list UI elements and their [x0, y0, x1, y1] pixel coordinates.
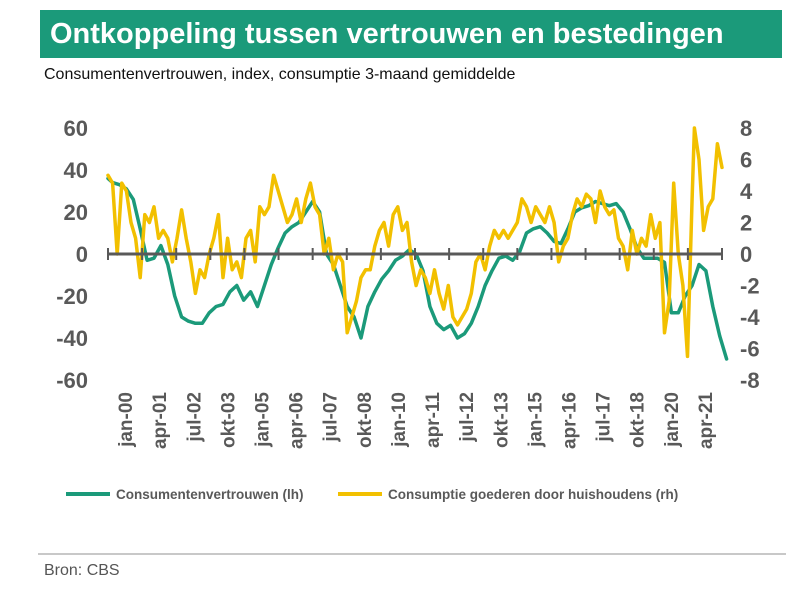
x-tick-label: okt-08 — [355, 392, 376, 448]
footer-divider — [38, 553, 786, 555]
x-tick-label: jul-12 — [457, 392, 478, 443]
x-tick-label: apr-01 — [150, 392, 171, 449]
y-tick-label-right: 2 — [740, 211, 752, 236]
x-tick-label: apr-21 — [696, 392, 717, 449]
x-tick-label: okt-13 — [491, 392, 512, 448]
y-tick-label-right: -4 — [740, 305, 760, 330]
legend-label-2: Consumptie goederen door huishoudens (rh… — [388, 487, 678, 502]
page-subtitle: Consumentenvertrouwen, index, consumptie… — [44, 66, 516, 83]
title-banner: Ontkoppeling tussen vertrouwen en bested… — [40, 10, 782, 58]
x-tick-label: apr-16 — [560, 392, 581, 449]
y-tick-label-left: 20 — [64, 200, 88, 225]
y-tick-label-right: 4 — [740, 179, 753, 204]
y-tick-label-right: 6 — [740, 148, 752, 173]
y-tick-label-left: -60 — [56, 368, 88, 393]
source-note: Bron: CBS — [44, 562, 120, 579]
x-tick-label: jul-02 — [184, 392, 205, 443]
x-tick-label: jan-20 — [662, 392, 683, 448]
legend-label-1: Consumentenvertrouwen (lh) — [116, 487, 304, 502]
y-tick-label-right: -8 — [740, 368, 760, 393]
y-tick-label-left: -20 — [56, 284, 88, 309]
x-tick-label: jul-07 — [321, 392, 342, 443]
y-tick-label-left: 40 — [64, 158, 88, 183]
x-tick-label: okt-03 — [218, 392, 239, 448]
x-tick-label: apr-06 — [287, 392, 308, 449]
y-tick-label-right: -6 — [740, 337, 760, 362]
x-tick-label: jan-00 — [116, 392, 137, 448]
y-tick-label-left: -40 — [56, 326, 88, 351]
x-tick-label: apr-11 — [423, 392, 444, 448]
y-tick-label-right: 8 — [740, 116, 752, 141]
x-tick-label: jan-15 — [525, 392, 546, 448]
x-tick-label: jan-10 — [389, 392, 410, 448]
page-title: Ontkoppeling tussen vertrouwen en bested… — [50, 17, 724, 50]
y-tick-label-right: -2 — [740, 274, 760, 299]
y-tick-label-right: 0 — [740, 242, 752, 267]
y-tick-label-left: 60 — [64, 116, 88, 141]
x-tick-label: jul-17 — [594, 392, 615, 443]
x-tick-label: jan-05 — [253, 392, 274, 448]
x-tick-label: okt-18 — [628, 392, 649, 448]
y-tick-label-left: 0 — [76, 242, 88, 267]
